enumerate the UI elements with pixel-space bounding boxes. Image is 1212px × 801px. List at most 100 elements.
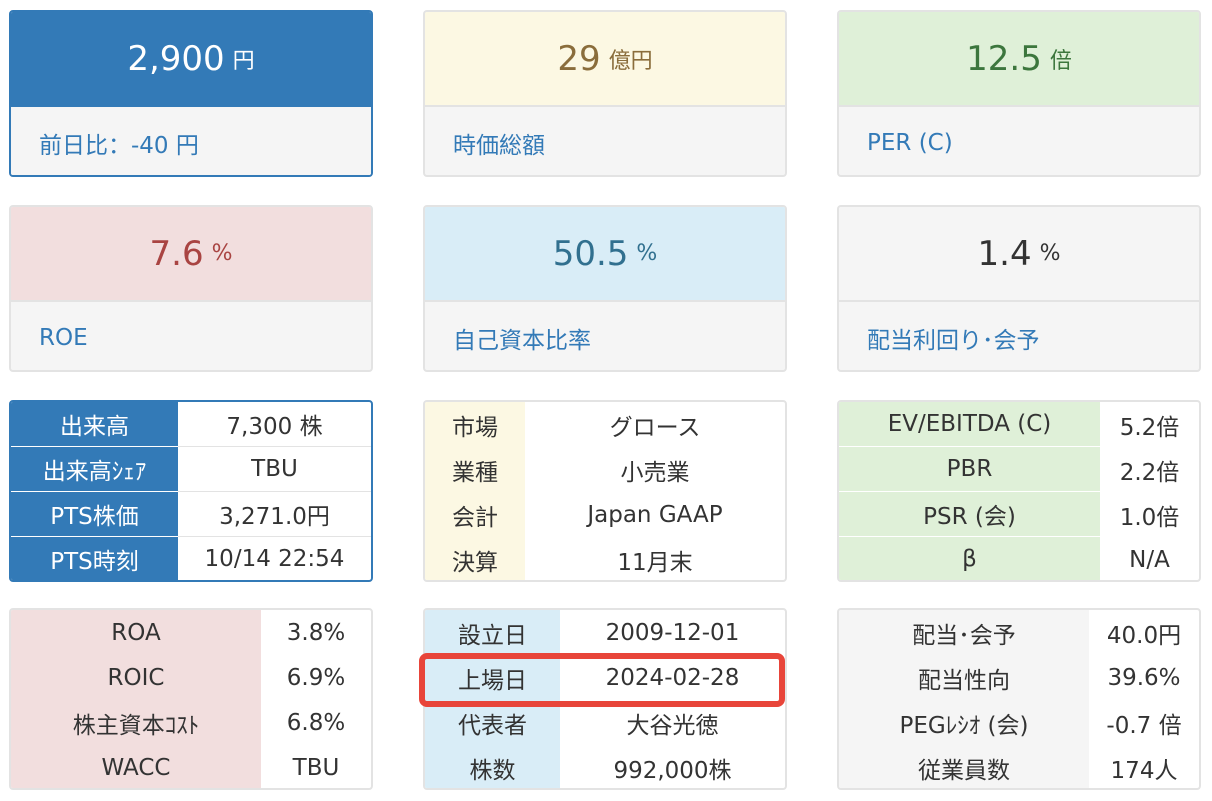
pts-price-key: PTS株価 <box>11 492 178 537</box>
table-row: 株数 992,000株 <box>425 745 785 788</box>
industry-key: 業種 <box>425 447 525 492</box>
table-row: PSR (会) 1.0倍 <box>839 492 1199 537</box>
founded-key: 設立日 <box>425 610 560 655</box>
psr-key: PSR (会) <box>839 492 1100 537</box>
volume-value: 7,300 株 <box>178 402 371 447</box>
table-row: 会計 Japan GAAP <box>425 492 785 537</box>
fiscal-value: 11月末 <box>617 549 693 576</box>
price-change-label: 前日比：-40 円 <box>11 107 371 175</box>
fiscal-key: 決算 <box>425 537 525 580</box>
table-row: PTS株価 3,271.0円 <box>11 492 371 537</box>
wacc-value: TBU <box>292 754 340 781</box>
table-row: WACC TBU <box>11 745 371 788</box>
pts-time-link[interactable]: 10/14 22:54 <box>178 537 371 580</box>
dividend-table: 配当･会予 40.0円 配当性向 39.6% PEGﾚｼｵ (会) -0.7 倍… <box>837 608 1201 790</box>
dividend-yield-header: 1.4 % <box>839 207 1199 302</box>
dividend-forecast-key: 配当･会予 <box>839 610 1089 655</box>
listing-date-highlight <box>419 653 785 707</box>
cost-of-equity-value: 6.8% <box>286 709 346 736</box>
cost-of-equity-key: 株主資本ｺｽﾄ <box>11 700 261 745</box>
roe-value: 7.6 <box>149 233 204 274</box>
table-row: 上場日 2024-02-28 <box>425 655 785 700</box>
dividend-yield-card: 1.4 % 配当利回り･会予 <box>837 205 1201 372</box>
table-row: PTS時刻 10/14 22:54 <box>11 537 371 580</box>
equity-ratio-label: 自己資本比率 <box>453 328 591 354</box>
per-card: 12.5 倍 PER (C) <box>837 10 1201 177</box>
trading-table: 出来高 7,300 株 出来高ｼｪｱ TBU PTS株価 3,271.0円 PT… <box>9 400 373 582</box>
table-row: 市場 グロース <box>425 402 785 447</box>
table-row: 代表者 大谷光徳 <box>425 700 785 745</box>
table-row: 配当性向 39.6% <box>839 655 1199 700</box>
volume-share-value: TBU <box>178 447 371 492</box>
per-label: PER (C) <box>867 130 953 156</box>
market-value: グロース <box>609 414 701 441</box>
ev-ebitda-value: 5.2倍 <box>1119 414 1180 441</box>
volume-share-key: 出来高ｼｪｱ <box>11 447 178 492</box>
roe-header: 7.6 % <box>11 207 371 302</box>
pbr-key: PBR <box>839 447 1100 492</box>
employees-key: 従業員数 <box>839 745 1089 788</box>
table-row: 決算 11月末 <box>425 537 785 580</box>
pts-price-link[interactable]: 3,271.0円 <box>178 492 371 537</box>
roic-key: ROIC <box>11 655 261 700</box>
table-row: ROA 3.8% <box>11 610 371 655</box>
payout-ratio-value: 39.6% <box>1107 664 1181 691</box>
roic-value: 6.9% <box>286 664 346 691</box>
industry-link[interactable]: 小売業 <box>620 459 690 486</box>
per-header: 12.5 倍 <box>839 12 1199 107</box>
ceo-value: 大谷光徳 <box>626 712 719 739</box>
payout-ratio-key: 配当性向 <box>839 655 1089 700</box>
wacc-key: WACC <box>11 745 261 788</box>
accounting-key: 会計 <box>425 492 525 537</box>
shares-value: 992,000株 <box>613 757 732 784</box>
table-row: PEGﾚｼｵ (会) -0.7 倍 <box>839 700 1199 745</box>
roe-label: ROE <box>39 325 88 351</box>
market-cap-value: 29 <box>557 38 601 79</box>
table-row: ROIC 6.9% <box>11 655 371 700</box>
dividend-forecast-value: 40.0円 <box>1106 622 1182 649</box>
roe-card: 7.6 % ROE <box>9 205 373 372</box>
market-cap-unit: 億円 <box>608 48 653 74</box>
company-table: 市場 グロース 業種 小売業 会計 Japan GAAP 決算 11月末 <box>423 400 787 582</box>
listing-date-key: 上場日 <box>425 655 560 700</box>
stock-price-value: 2,900 <box>127 38 225 79</box>
market-cap-card: 29 億円 時価総額 <box>423 10 787 177</box>
stock-price-header: 2,900 円 <box>11 12 371 107</box>
table-row: 出来高ｼｪｱ TBU <box>11 447 371 492</box>
accounting-value: Japan GAAP <box>587 501 723 528</box>
table-row: EV/EBITDA (C) 5.2倍 <box>839 402 1199 447</box>
table-row: 従業員数 174人 <box>839 745 1199 788</box>
dividend-yield-unit: % <box>1039 241 1061 266</box>
ev-ebitda-key: EV/EBITDA (C) <box>839 402 1100 447</box>
stock-price-unit: 円 <box>232 48 255 74</box>
roa-value: 3.8% <box>286 619 346 646</box>
roe-unit: % <box>211 241 233 266</box>
dividend-yield-label: 配当利回り･会予 <box>867 328 1040 354</box>
market-cap-header: 29 億円 <box>425 12 785 107</box>
shares-key: 株数 <box>425 745 560 788</box>
founded-value: 2009-12-01 <box>605 619 740 646</box>
employees-value: 174人 <box>1110 757 1178 784</box>
psr-value: 1.0倍 <box>1119 504 1180 531</box>
peg-ratio-key: PEGﾚｼｵ (会) <box>839 700 1089 745</box>
table-row: PBR 2.2倍 <box>839 447 1199 492</box>
dividend-yield-value: 1.4 <box>977 233 1032 274</box>
equity-ratio-value: 50.5 <box>552 233 629 274</box>
table-row: β N/A <box>839 537 1199 580</box>
table-row: 株主資本ｺｽﾄ 6.8% <box>11 700 371 745</box>
table-row: 出来高 7,300 株 <box>11 402 371 447</box>
equity-ratio-header: 50.5 % <box>425 207 785 302</box>
per-value: 12.5 <box>966 38 1042 79</box>
roa-key: ROA <box>11 610 261 655</box>
equity-ratio-unit: % <box>636 241 658 266</box>
beta-value: N/A <box>1129 546 1170 573</box>
equity-ratio-card: 50.5 % 自己資本比率 <box>423 205 787 372</box>
market-cap-label: 時価総額 <box>453 133 545 159</box>
volume-key: 出来高 <box>11 402 178 447</box>
per-unit: 倍 <box>1049 48 1072 74</box>
ceo-key: 代表者 <box>425 700 560 745</box>
returns-table: ROA 3.8% ROIC 6.9% 株主資本ｺｽﾄ 6.8% WACC TBU <box>9 608 373 790</box>
table-row: 配当･会予 40.0円 <box>839 610 1199 655</box>
stock-price-card: 2,900 円 前日比：-40 円 <box>9 10 373 177</box>
table-row: 設立日 2009-12-01 <box>425 610 785 655</box>
